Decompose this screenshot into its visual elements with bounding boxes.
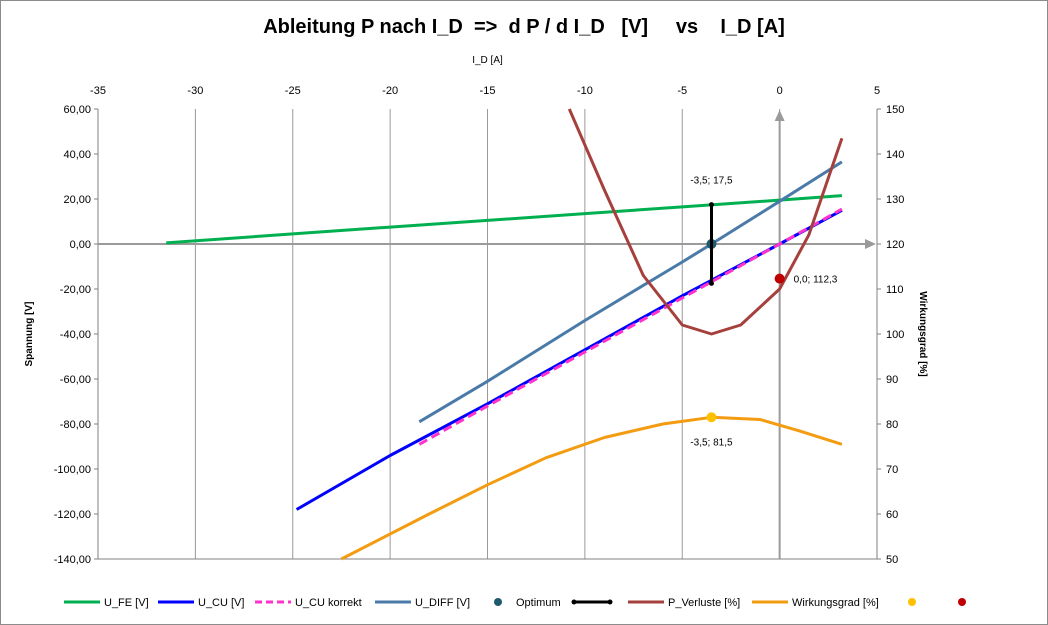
y-left-tick-label: 0,00 [70,239,91,251]
legend-marker [908,598,916,606]
series-u-diff-v-line [418,160,843,424]
y-left-tick-label: 60,00 [63,104,91,116]
x-tick-label: -10 [577,85,593,97]
y-right-tick-label: 130 [886,194,904,206]
y-left-tick-label: 40,00 [63,149,91,161]
x-axis-label: I_D [A] [472,55,503,66]
series-unnamed-5-point [708,202,714,208]
y-right-tick-label: 60 [886,509,898,521]
y-left-tick-label: -100,00 [54,464,91,476]
x-tick-label: -5 [677,85,687,97]
series-unnamed-9-point [774,273,785,284]
y-left-tick-label: -80,00 [60,419,91,431]
legend-marker [494,598,502,606]
legend-marker [607,599,613,605]
y-right-tick-label: 110 [886,284,904,296]
legend-label: P_Verluste [%] [668,597,740,609]
y-left-tick-label: -120,00 [54,509,91,521]
y-right-tick-label: 120 [886,239,904,251]
y-right-tick-label: 100 [886,329,904,341]
data-label: -3,5; 17,5 [690,176,733,187]
x-tick-label: -30 [187,85,203,97]
series-u-cu-korrekt-line [418,207,843,446]
y-left-axis-label: Spannung [V] [24,302,35,367]
y-right-tick-label: 150 [886,104,904,116]
y-right-tick-label: 80 [886,419,898,431]
y-right-tick-label: 140 [886,149,904,161]
y-left-tick-label: 20,00 [63,194,91,206]
series-unnamed-8-point [706,412,717,423]
legend-label: U_CU korrekt [295,597,362,609]
x-tick-label: -15 [480,85,496,97]
y-left-tick-label: -140,00 [54,554,91,566]
data-label: -3,5; 81,5 [690,437,733,448]
legend-marker [571,599,577,605]
y-left-tick-label: -40,00 [60,329,91,341]
legend-marker [958,598,966,606]
series-u-fe-v-line [166,194,843,245]
legend-label: Optimum [516,597,561,609]
x-tick-label: -25 [285,85,301,97]
series-p-verluste-line [567,108,844,336]
legend-label: Wirkungsgrad [%] [792,597,879,609]
chart-title: Ableitung P nach I_D => d P / d I_D [V] … [263,16,785,38]
data-label: 0,0; 112,3 [794,275,838,286]
series-wirkungsgrad-line [340,415,843,561]
y-right-tick-label: 50 [886,554,898,566]
series-unnamed-5-point [708,280,714,286]
x-tick-label: -35 [90,85,106,97]
y-left-tick-label: -20,00 [60,284,91,296]
y-right-tick-label: 70 [886,464,898,476]
y-right-tick-label: 90 [886,374,898,386]
arrowhead-right-icon [865,239,876,249]
legend-label: U_DIFF [V] [415,597,470,609]
x-tick-label: -20 [382,85,398,97]
y-right-axis-label: Wirkungsgrad [%] [917,291,928,376]
legend-label: U_CU [V] [198,597,244,609]
arrowhead-up-icon [774,110,785,121]
y-left-tick-label: -60,00 [60,374,91,386]
x-tick-label: 0 [777,85,783,97]
x-tick-label: 5 [874,85,880,97]
legend-label: U_FE [V] [104,597,149,609]
